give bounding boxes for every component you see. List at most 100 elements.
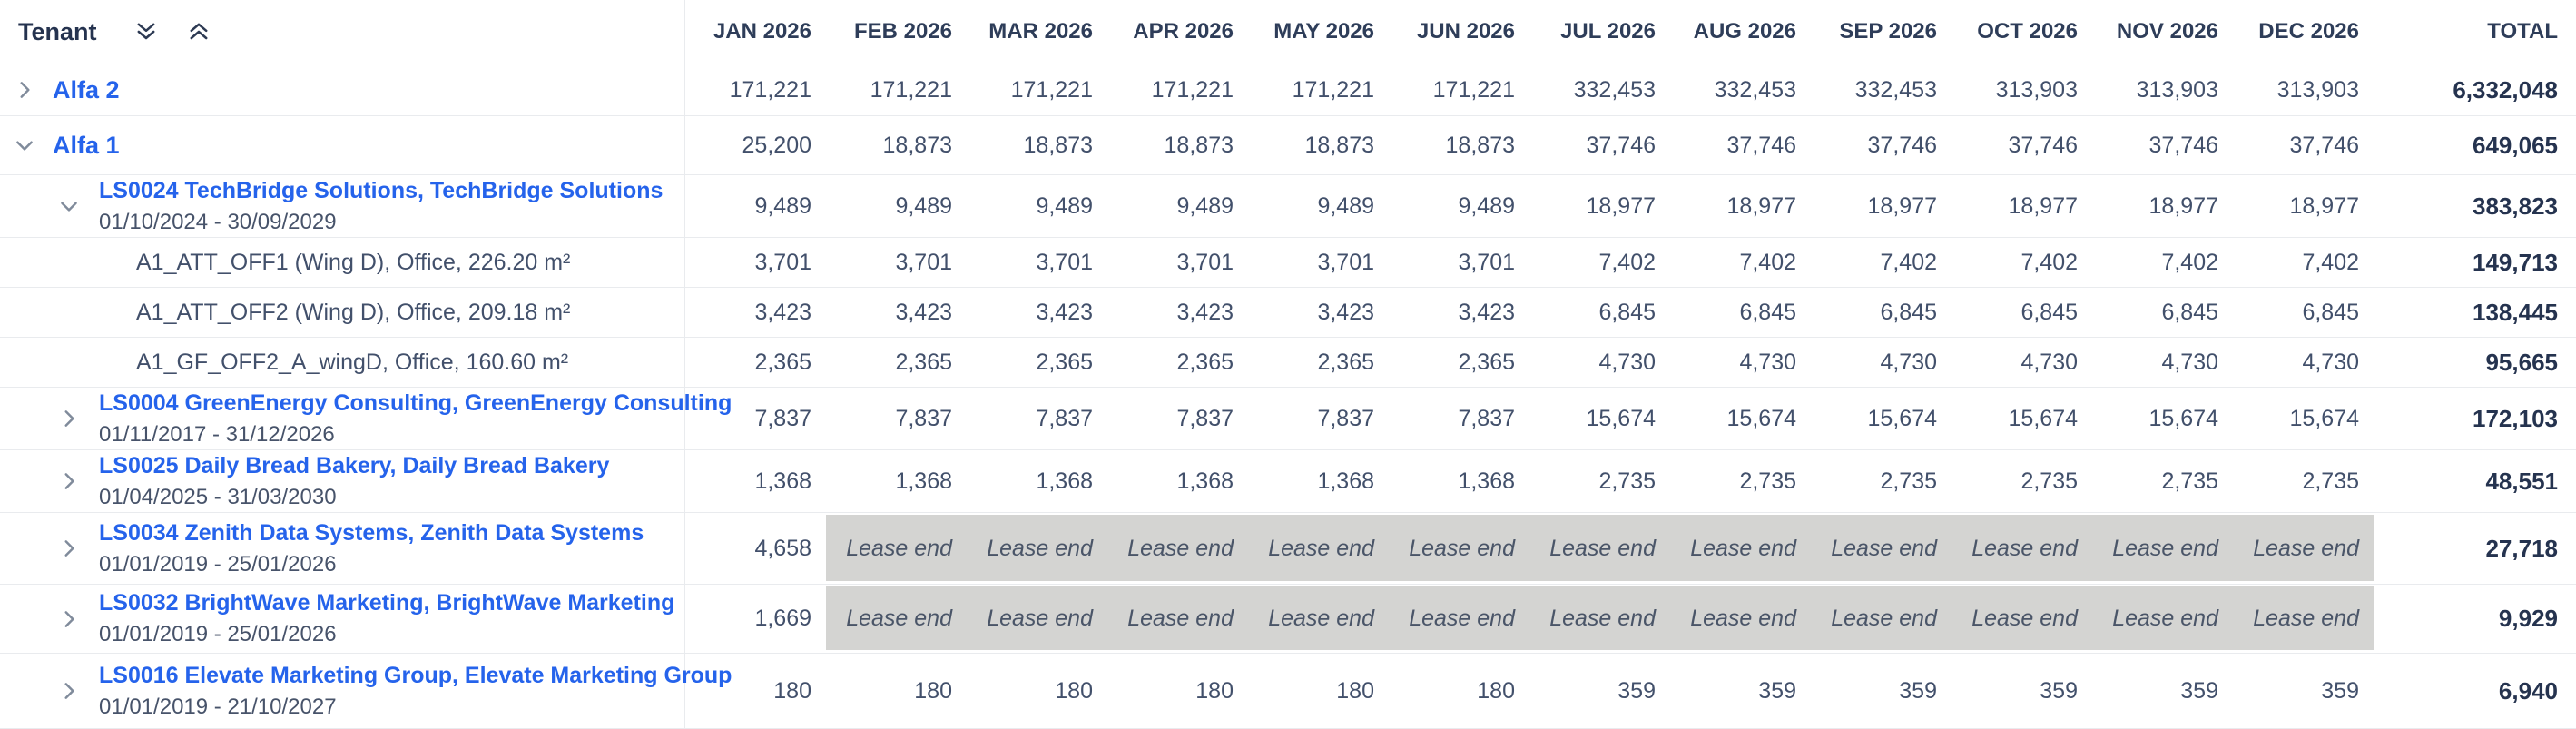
lease-name[interactable]: LS0025 Daily Bread Bakery, Daily Bread B… [99, 452, 610, 478]
lease-row: LS0025 Daily Bread Bakery, Daily Bread B… [0, 450, 2576, 513]
month-value-cell: 9,489 [1036, 192, 1093, 219]
month-value-cell: 37,746 [1726, 132, 1796, 158]
month-column-header: OCT 2026 [1977, 19, 2078, 44]
lease-name[interactable]: LS0016 Elevate Marketing Group, Elevate … [99, 662, 732, 688]
chevron-down-icon[interactable] [57, 194, 81, 218]
month-value-cell: 6,845 [2161, 299, 2218, 325]
month-column-header: NOV 2026 [2116, 19, 2218, 44]
unit-row: A1_GF_OFF2_A_wingD, Office, 160.60 m² 2,3… [0, 338, 2576, 388]
month-value-cell: 359 [2321, 677, 2359, 704]
tenant-column-header: Tenant [0, 0, 685, 64]
month-value-cell: 6,845 [2302, 299, 2359, 325]
lease-end-cell: Lease end [1389, 585, 1529, 653]
month-value-cell: 180 [1195, 677, 1234, 704]
lease-row: LS0024 TechBridge Solutions, TechBridge … [0, 175, 2576, 238]
lease-name[interactable]: LS0024 TechBridge Solutions, TechBridge … [99, 177, 664, 203]
month-value-cell: 3,701 [754, 249, 811, 275]
month-value-cell: 18,977 [2148, 192, 2218, 219]
collapse-all-icon[interactable] [186, 19, 211, 44]
lease-row: LS0004 GreenEnergy Consulting, GreenEner… [0, 388, 2576, 450]
lease-name[interactable]: LS0004 GreenEnergy Consulting, GreenEner… [99, 389, 732, 416]
lease-end-cell: Lease end [1811, 585, 1952, 653]
month-value-cell: 25,200 [742, 132, 811, 158]
month-value-cell: 6,845 [2020, 299, 2078, 325]
month-value-cell: 3,701 [895, 249, 952, 275]
row-total-value: 138,445 [2374, 288, 2576, 337]
month-value-cell: 332,453 [1573, 76, 1656, 103]
month-column-header: APR 2026 [1133, 19, 1234, 44]
chevron-right-icon[interactable] [13, 78, 36, 102]
tenant-name[interactable]: Alfa 2 [53, 75, 120, 103]
month-value-cell: 7,837 [1317, 405, 1374, 431]
chevron-right-icon[interactable] [57, 469, 81, 493]
lease-name[interactable]: LS0032 BrightWave Marketing, BrightWave … [99, 590, 675, 616]
month-column-header: AUG 2026 [1693, 19, 1796, 44]
month-value-cell: 1,368 [1458, 468, 1515, 494]
month-value-cell: 4,730 [2161, 349, 2218, 375]
lease-name[interactable]: LS0034 Zenith Data Systems, Zenith Data … [99, 519, 644, 546]
month-value-cell: 7,837 [754, 405, 811, 431]
month-value-cell: 180 [1477, 677, 1515, 704]
chevron-right-icon[interactable] [57, 407, 81, 430]
month-value-cell: 7,402 [2161, 249, 2218, 275]
lease-end-cell: Lease end [1952, 585, 2092, 653]
month-value-cell: 7,402 [1598, 249, 1656, 275]
month-value-cell: 2,365 [1036, 349, 1093, 375]
month-value-cell: 2,365 [754, 349, 811, 375]
row-total-value: 95,665 [2374, 338, 2576, 387]
month-value-cell: 313,903 [2276, 76, 2359, 103]
chevron-right-icon[interactable] [57, 679, 81, 703]
month-value-cell: 7,837 [1176, 405, 1234, 431]
month-value-cell: 1,368 [1317, 468, 1374, 494]
chevron-right-icon[interactable] [57, 607, 81, 631]
month-value-cell: 37,746 [1867, 132, 1937, 158]
row-total-value: 9,929 [2374, 585, 2576, 653]
row-total-value: 383,823 [2374, 175, 2576, 237]
chevron-right-icon[interactable] [57, 537, 81, 560]
month-value-cell: 15,674 [2148, 405, 2218, 431]
month-value-cell: 37,746 [2148, 132, 2218, 158]
row-total-value: 48,551 [2374, 450, 2576, 512]
month-value-cell: 18,977 [1867, 192, 1937, 219]
month-value-cell: 9,489 [754, 192, 811, 219]
month-value-cell: 3,701 [1317, 249, 1374, 275]
lease-dates: 01/01/2019 - 25/01/2026 [99, 551, 337, 576]
unit-name-cell: A1_ATT_OFF1 (Wing D), Office, 226.20 m² [0, 238, 685, 287]
month-value-cell: 3,423 [1176, 299, 1234, 325]
month-value-cell: 171,221 [870, 76, 952, 103]
month-value-cell: 7,837 [895, 405, 952, 431]
row-total-value: 649,065 [2374, 116, 2576, 174]
month-value-cell: 359 [1617, 677, 1656, 704]
unit-name: A1_ATT_OFF2 (Wing D), Office, 209.18 m² [136, 299, 571, 325]
unit-name: A1_GF_OFF2_A_wingD, Office, 160.60 m² [136, 349, 569, 375]
month-value-cell: 171,221 [729, 76, 811, 103]
month-value-cell: 3,423 [895, 299, 952, 325]
month-value-cell: 3,701 [1036, 249, 1093, 275]
lease-end-cell: Lease end [1529, 585, 1670, 653]
tenant-name[interactable]: Alfa 1 [53, 131, 120, 159]
lease-end-cell: Lease end [1107, 585, 1248, 653]
lease-dates: 01/04/2025 - 31/03/2030 [99, 484, 337, 509]
month-value-cell: 2,365 [895, 349, 952, 375]
chevron-down-icon[interactable] [13, 133, 36, 157]
expand-all-icon[interactable] [133, 19, 159, 44]
month-value-cell: 37,746 [2008, 132, 2078, 158]
lease-name-cell: LS0032 BrightWave Marketing, BrightWave … [0, 585, 685, 653]
month-column-header: MAR 2026 [988, 19, 1093, 44]
month-value-cell: 18,873 [1023, 132, 1093, 158]
month-value-cell: 180 [1336, 677, 1374, 704]
tenant-row: Alfa 2 171,221 171,221 171,221 171,221 171,22… [0, 64, 2576, 116]
table-header-row: Tenant JAN 2026 FEB 2026 MAR 2026 APR 2026 M… [0, 0, 2576, 64]
lease-dates: 01/10/2024 - 30/09/2029 [99, 209, 337, 234]
row-total-value: 27,718 [2374, 513, 2576, 584]
lease-dates: 01/11/2017 - 31/12/2026 [99, 421, 335, 447]
tenant-name-cell: Alfa 2 [0, 64, 685, 115]
month-value-cell: 359 [1758, 677, 1796, 704]
month-value-cell: 7,402 [2302, 249, 2359, 275]
month-value-cell: 3,423 [1317, 299, 1374, 325]
month-value-cell: 359 [2040, 677, 2078, 704]
lease-end-cell: Lease end [1389, 513, 1529, 584]
unit-row: A1_ATT_OFF1 (Wing D), Office, 226.20 m² 3… [0, 238, 2576, 288]
lease-end-cell: Lease end [2092, 585, 2233, 653]
